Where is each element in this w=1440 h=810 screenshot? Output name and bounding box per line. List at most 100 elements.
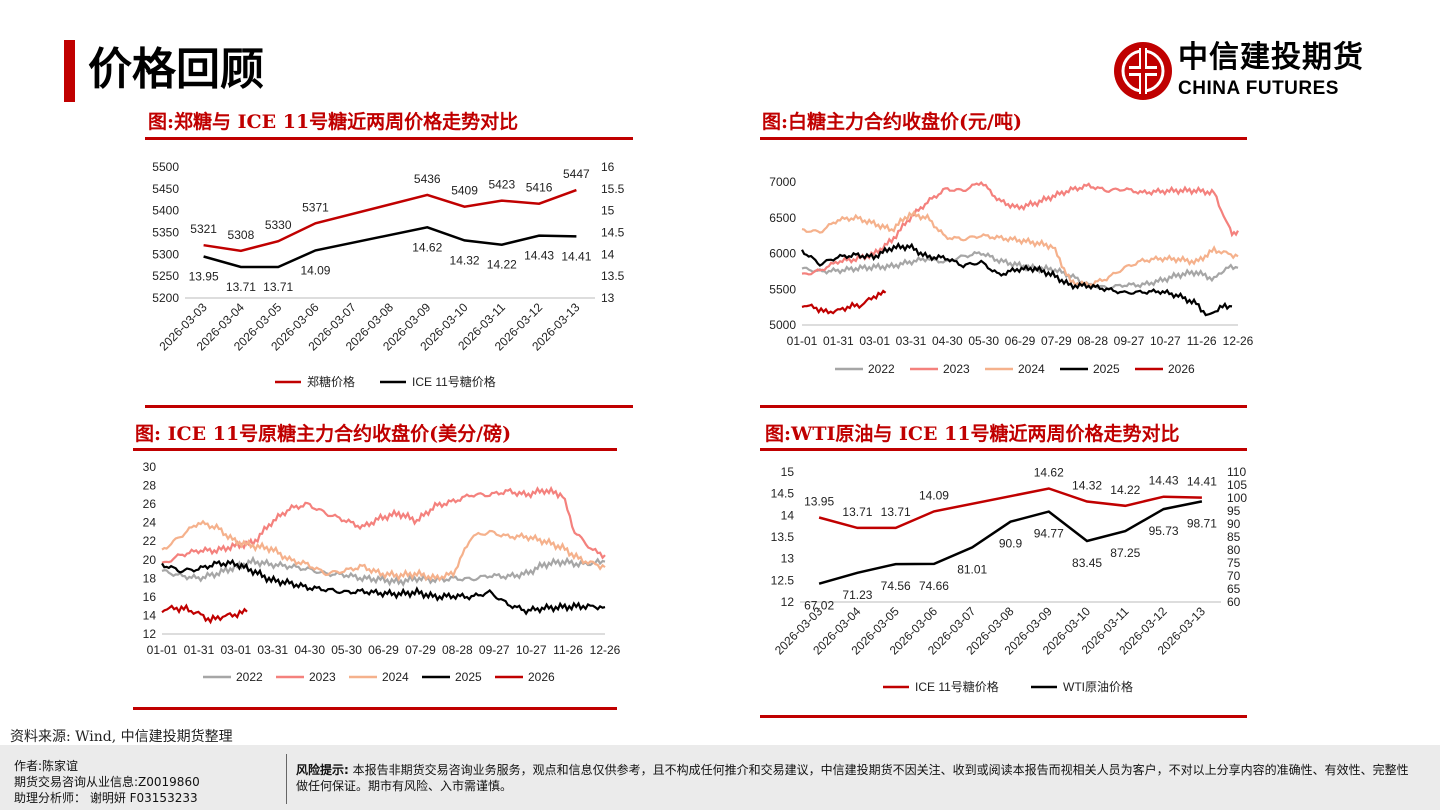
data-label: 90.9 — [999, 537, 1023, 551]
right-tick-label: 15.5 — [601, 182, 625, 196]
left-tick-label: 5350 — [152, 226, 179, 240]
chart3-top-rule — [133, 448, 617, 451]
y-tick-label: 26 — [143, 497, 157, 511]
legend-label: 2024 — [1018, 362, 1045, 376]
x-tick-label: 01-01 — [147, 643, 178, 657]
x-tick-label: 04-30 — [294, 643, 325, 657]
left-tick-label: 5400 — [152, 204, 179, 218]
right-tick-label: 110 — [1227, 465, 1246, 479]
data-label: 5436 — [414, 172, 441, 186]
y-tick-label: 24 — [143, 516, 157, 530]
x-tick-label: 06-29 — [1005, 334, 1036, 348]
left-tick-label: 12 — [781, 595, 795, 609]
left-tick-label: 5300 — [152, 247, 179, 261]
data-label: 14.22 — [1110, 483, 1140, 497]
assistant-analyst: 助理分析师： 谢明妍 F03153233 — [14, 791, 198, 805]
data-label: 14.22 — [487, 258, 517, 272]
right-tick-label: 15 — [601, 204, 615, 218]
y-tick-label: 30 — [143, 460, 157, 474]
data-label: 13.71 — [881, 505, 911, 519]
x-tick-label: 10-27 — [516, 643, 547, 657]
logo-icon — [1114, 42, 1172, 100]
series-line-0 — [203, 188, 577, 253]
right-tick-label: 16 — [601, 160, 615, 174]
data-label: 81.01 — [957, 562, 987, 576]
data-label: 14.43 — [1149, 474, 1179, 488]
chart4-bottom-rule — [760, 715, 1247, 718]
y-tick-label: 5500 — [769, 282, 796, 296]
series-line-2023 — [161, 485, 606, 564]
footer-divider — [286, 754, 287, 804]
logo-text-cn: 中信建投期货 — [1178, 40, 1364, 75]
legend-label: 2026 — [528, 670, 555, 684]
data-label: 5371 — [302, 200, 329, 214]
y-tick-label: 14 — [143, 608, 157, 622]
legend-label: 2025 — [455, 670, 482, 684]
data-label: 71.23 — [842, 588, 872, 602]
data-label: 14.62 — [412, 240, 442, 254]
x-tick-label: 03-31 — [257, 643, 288, 657]
left-tick-label: 14 — [781, 508, 795, 522]
data-label: 13.71 — [226, 280, 256, 294]
data-label: 94.77 — [1034, 527, 1064, 541]
y-tick-label: 16 — [143, 590, 157, 604]
series-line-0 — [818, 487, 1202, 530]
y-tick-label: 6500 — [769, 211, 796, 225]
x-tick-label: 07-29 — [1041, 334, 1072, 348]
data-label: 14.62 — [1034, 465, 1064, 479]
legend-label: WTI原油价格 — [1063, 679, 1133, 694]
legend-label: 2023 — [943, 362, 970, 376]
series-line-2024 — [801, 210, 1239, 289]
left-tick-label: 15 — [781, 465, 795, 479]
chart2-bottom-rule — [760, 405, 1247, 408]
source-note: 资料来源: Wind, 中信建投期货整理 — [10, 729, 233, 745]
legend-label: ICE 11号糖价格 — [412, 374, 496, 389]
y-tick-label: 7000 — [769, 175, 796, 189]
data-label: 14.09 — [919, 488, 949, 502]
x-tick-label: 09-27 — [479, 643, 510, 657]
data-label: 74.56 — [881, 579, 911, 593]
right-tick-label: 85 — [1227, 530, 1241, 544]
data-label: 5447 — [563, 167, 590, 181]
chart4-title: 图:WTI原油与 ICE 11号糖近两周价格走势对比 — [765, 423, 1180, 445]
chart1-title: 图:郑糖与 ICE 11号糖近两周价格走势对比 — [148, 111, 519, 133]
data-label: 5321 — [190, 222, 217, 236]
left-tick-label: 5450 — [152, 182, 179, 196]
data-label: 14.09 — [300, 263, 330, 277]
series-line-2025 — [801, 241, 1233, 317]
data-label: 98.71 — [1187, 516, 1217, 530]
right-tick-label: 13.5 — [601, 269, 625, 283]
chart3-bottom-rule — [133, 707, 617, 710]
data-label: 13.71 — [263, 280, 293, 294]
right-tick-label: 95 — [1227, 504, 1241, 518]
data-label: 95.73 — [1149, 524, 1179, 538]
chart3-title: 图: ICE 11号原糖主力合约收盘价(美分/磅) — [135, 423, 512, 445]
right-tick-label: 80 — [1227, 543, 1241, 557]
right-tick-label: 100 — [1227, 491, 1247, 505]
series-line-2025 — [161, 558, 606, 616]
data-label: 14.41 — [1187, 475, 1217, 489]
left-tick-label: 14.5 — [771, 487, 795, 501]
right-tick-label: 70 — [1227, 569, 1241, 583]
y-tick-label: 20 — [143, 553, 157, 567]
x-tick-label: 12-26 — [590, 643, 621, 657]
right-tick-label: 65 — [1227, 582, 1241, 596]
x-tick-label: 04-30 — [932, 334, 963, 348]
chart1-svg: 5200 5250 5300 5350 5400 5450 5500 13 13.5 14 14.5… — [152, 160, 625, 389]
chart2-title: 图:白糖主力合约收盘价(元/吨) — [762, 111, 1022, 133]
left-tick-label: 12.5 — [771, 573, 795, 587]
x-tick-label: 09-27 — [1114, 334, 1145, 348]
data-label: 67.02 — [804, 599, 834, 613]
x-tick-label: 05-30 — [968, 334, 999, 348]
data-label: 83.45 — [1072, 556, 1102, 570]
risk-label: 风险提示: — [296, 763, 349, 777]
data-label: 5423 — [488, 178, 515, 192]
right-tick-label: 105 — [1227, 478, 1247, 492]
series-line-2026 — [801, 289, 887, 315]
data-label: 14.43 — [524, 249, 554, 263]
y-tick-label: 12 — [143, 627, 157, 641]
page-title: 价格回顾 — [88, 44, 264, 95]
y-tick-label: 18 — [143, 571, 157, 585]
data-label: 14.41 — [561, 249, 591, 263]
right-tick-label: 90 — [1227, 517, 1241, 531]
